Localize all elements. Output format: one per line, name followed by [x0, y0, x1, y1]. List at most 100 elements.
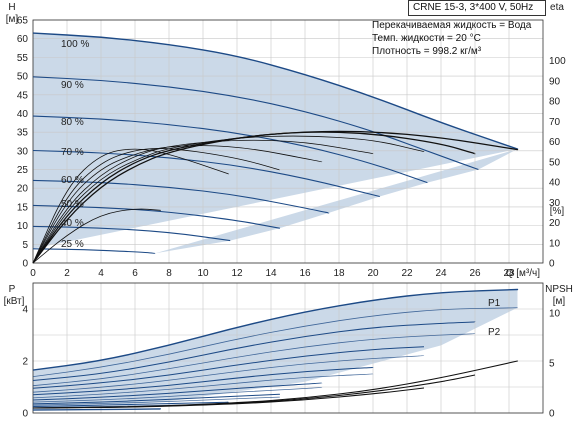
p2-label: P2: [488, 327, 501, 338]
p1-curve: [32, 366, 374, 396]
head-curve: [32, 248, 156, 254]
speed-label: 60 %: [61, 175, 84, 186]
q-tick-label: 18: [333, 268, 345, 279]
speed-label: 25 %: [61, 239, 84, 250]
q-tick-label: 16: [299, 268, 311, 279]
q-axis-label: Q [м³/ч]: [506, 268, 541, 279]
p-axis-unit: [кВт]: [4, 296, 25, 307]
q-tick-label: 4: [98, 268, 104, 279]
q-tick-label: 22: [401, 268, 413, 279]
speed-label: 50 %: [61, 199, 84, 210]
eta-tick-label: 20: [549, 218, 561, 229]
q-tick-label: 14: [265, 268, 277, 279]
p1-curve: [32, 321, 476, 381]
npsh-axis-unit: [м]: [553, 296, 566, 307]
pump-model-box: CRNE 15-3, 3*400 V, 50Hz: [408, 0, 546, 16]
p2-curve: [32, 373, 374, 399]
eta-tick-label: 30: [549, 198, 561, 209]
h-tick-label: 25: [17, 165, 29, 176]
eta-tick-label: 50: [549, 157, 561, 168]
eta-tick-label: 100: [549, 56, 566, 67]
p2-curve: [32, 307, 518, 377]
eta-axis-unit: [%]: [550, 206, 565, 217]
h-tick-label: 15: [17, 202, 29, 213]
npsh-tick-label: 5: [549, 359, 555, 370]
h-tick-label: 65: [17, 16, 29, 27]
speed-label: 100 %: [61, 39, 89, 50]
efficiency-curve: [32, 148, 280, 264]
p1-curve: [32, 288, 519, 371]
efficiency-curve: [32, 130, 519, 264]
head-curve: [32, 204, 281, 229]
head-curve: [32, 149, 380, 198]
efficiency-curve: [32, 145, 323, 264]
npsh-tick-label: 0: [549, 409, 555, 420]
p-tick-label: 2: [22, 357, 28, 368]
speed-label: 90 %: [61, 80, 84, 91]
eta-tick-label: 10: [549, 238, 561, 249]
speed-label: 80 %: [61, 117, 84, 128]
temperature-note: Темп. жидкости = 20 °C: [372, 33, 481, 44]
p1-curve: [32, 393, 281, 405]
q-tick-label: 6: [132, 268, 138, 279]
p-tick-label: 0: [22, 409, 28, 420]
q-tick-label: 20: [367, 268, 379, 279]
p2-curve: [32, 387, 323, 403]
h-tick-label: 0: [22, 259, 28, 270]
p1-curve: [32, 382, 323, 401]
head-curve: [32, 179, 330, 214]
p2-curve: [32, 355, 425, 393]
h-tick-label: 10: [17, 221, 29, 232]
p1-label: P1: [488, 298, 501, 309]
h-axis-label: H: [8, 2, 15, 13]
top-plot-frame: [32, 19, 544, 264]
eta-tick-label: 40: [549, 178, 561, 189]
head-curve: [32, 76, 479, 171]
p2-curve: [32, 396, 280, 406]
eta-tick-label: 70: [549, 117, 561, 128]
eta-tick-label: 90: [549, 76, 561, 87]
p1-curve: [32, 401, 230, 407]
npsh-tick-label: 10: [549, 309, 561, 320]
h-tick-label: 60: [17, 34, 29, 45]
q-tick-label: 28: [503, 268, 515, 279]
head-curve: [32, 225, 231, 242]
h-tick-label: 35: [17, 128, 29, 139]
q-tick-label: 2: [64, 268, 70, 279]
speed-label: 40 %: [61, 218, 84, 229]
pump-model-label: CRNE 15-3, 3*400 V, 50Hz: [413, 2, 534, 13]
p1-curve: [32, 346, 425, 389]
npsh-curve: [32, 387, 425, 409]
p2-curve: [32, 333, 476, 387]
efficiency-curve: [32, 131, 476, 264]
h-tick-label: 45: [17, 90, 29, 101]
density-note: Плотность = 998.2 кг/м³: [372, 46, 482, 57]
p2-curve: [32, 408, 161, 411]
efficiency-curve: [32, 208, 161, 264]
operating-area-fill: [33, 33, 518, 254]
q-tick-label: 8: [166, 268, 172, 279]
npsh-axis-label: NPSH: [545, 284, 573, 295]
q-tick-label: 12: [231, 268, 243, 279]
h-tick-label: 20: [17, 184, 29, 195]
h-tick-label: 55: [17, 53, 29, 64]
h-tick-label: 5: [22, 240, 28, 251]
p1-curve: [32, 408, 162, 411]
bottom-plot-frame: [32, 282, 544, 414]
h-tick-label: 40: [17, 109, 29, 120]
eta-tick-label: 0: [549, 259, 555, 270]
eta-tick-label: 80: [549, 97, 561, 108]
h-axis-unit: [м]: [6, 14, 19, 25]
q-tick-label: 0: [30, 268, 36, 279]
q-tick-label: 24: [435, 268, 447, 279]
speed-label: 70 %: [61, 147, 84, 158]
head-curve: [32, 115, 428, 184]
p-tick-label: 4: [22, 305, 28, 316]
power-area-fill: [33, 289, 518, 411]
p-axis-label: P: [9, 284, 16, 295]
eta-axis-label: eta: [550, 2, 564, 13]
q-tick-label: 26: [469, 268, 481, 279]
q-tick-label: 10: [197, 268, 209, 279]
